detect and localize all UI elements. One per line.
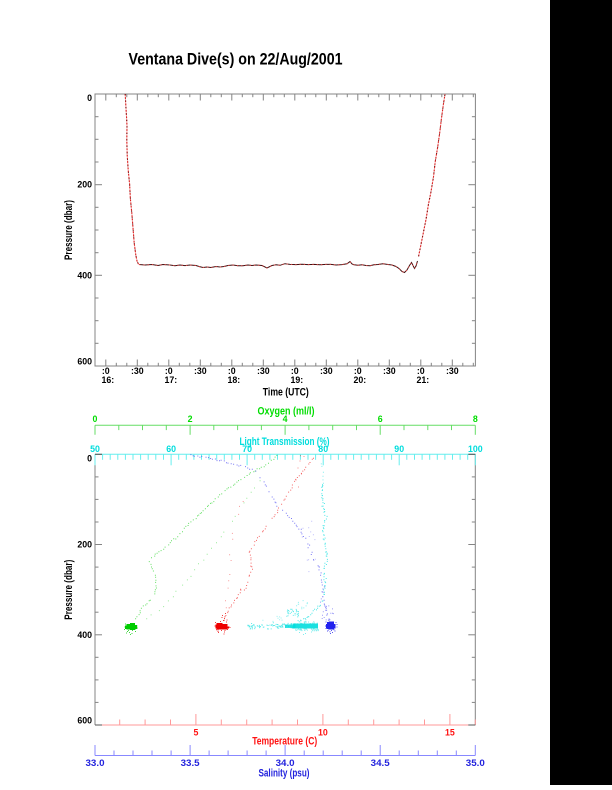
- svg-text:35.0: 35.0: [466, 758, 485, 768]
- svg-text::0: :0: [417, 366, 425, 376]
- svg-text:0: 0: [93, 414, 98, 424]
- svg-text:400: 400: [77, 270, 92, 280]
- svg-text::0: :0: [354, 366, 362, 376]
- svg-text::30: :30: [131, 366, 144, 376]
- svg-text::30: :30: [446, 366, 459, 376]
- svg-text:200: 200: [77, 180, 92, 190]
- svg-text:70: 70: [242, 444, 252, 454]
- svg-text:34.5: 34.5: [371, 758, 390, 768]
- svg-text:4: 4: [283, 414, 288, 424]
- svg-text:34.0: 34.0: [276, 758, 295, 768]
- svg-text:0: 0: [87, 93, 92, 103]
- svg-text::30: :30: [194, 366, 207, 376]
- svg-text:200: 200: [77, 540, 92, 550]
- svg-text:18:: 18:: [227, 375, 240, 385]
- svg-text:Pressure (dbar): Pressure (dbar): [63, 560, 75, 620]
- svg-text:6: 6: [378, 414, 383, 424]
- svg-text:15: 15: [445, 727, 455, 737]
- svg-text:16:: 16:: [101, 375, 114, 385]
- svg-text::0: :0: [165, 366, 173, 376]
- svg-text:80: 80: [318, 444, 328, 454]
- svg-text:21:: 21:: [416, 375, 429, 385]
- svg-text:17:: 17:: [164, 375, 177, 385]
- svg-text:100: 100: [468, 444, 483, 454]
- svg-text:Oxygen (ml/l): Oxygen (ml/l): [258, 405, 315, 417]
- svg-text:Ventana Dive(s) on 22/Aug/2001: Ventana Dive(s) on 22/Aug/2001: [129, 49, 343, 68]
- svg-text:33.0: 33.0: [86, 758, 105, 768]
- svg-text::30: :30: [320, 366, 333, 376]
- svg-text:2: 2: [188, 414, 193, 424]
- svg-text:0: 0: [87, 453, 92, 463]
- svg-text::0: :0: [102, 366, 110, 376]
- svg-text:90: 90: [394, 444, 404, 454]
- svg-text:8: 8: [473, 414, 478, 424]
- svg-text::0: :0: [228, 366, 236, 376]
- svg-text:60: 60: [166, 444, 176, 454]
- svg-text:20:: 20:: [353, 375, 366, 385]
- svg-text:10: 10: [318, 727, 328, 737]
- svg-text:Salinity (psu): Salinity (psu): [259, 767, 310, 779]
- svg-text:33.5: 33.5: [181, 758, 200, 768]
- svg-text:19:: 19:: [290, 375, 303, 385]
- svg-text:400: 400: [77, 630, 92, 640]
- svg-text:Pressure (dbar): Pressure (dbar): [63, 200, 75, 260]
- svg-text::0: :0: [291, 366, 299, 376]
- svg-text::30: :30: [383, 366, 396, 376]
- svg-text::30: :30: [257, 366, 270, 376]
- svg-text:600: 600: [77, 357, 92, 367]
- svg-text:Time (UTC): Time (UTC): [263, 386, 309, 398]
- svg-text:Light Transmission (%): Light Transmission (%): [240, 436, 330, 448]
- svg-text:50: 50: [90, 444, 100, 454]
- svg-text:5: 5: [193, 727, 198, 737]
- svg-text:Temperature (C): Temperature (C): [252, 736, 317, 748]
- svg-text:600: 600: [77, 716, 92, 726]
